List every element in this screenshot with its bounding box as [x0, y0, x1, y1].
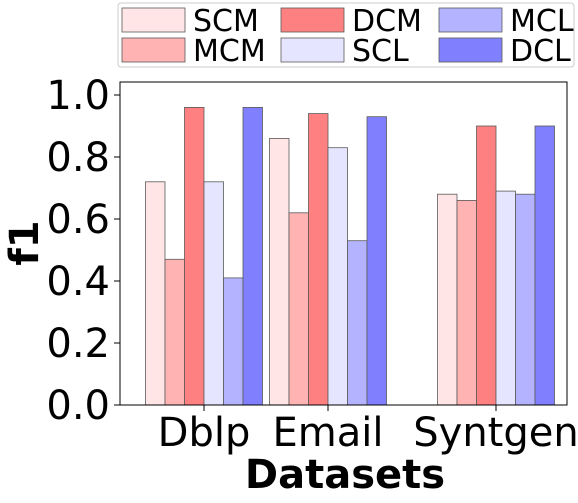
legend-swatch-mcl: [438, 7, 503, 33]
x-axis: Dblp Email Syntgen: [158, 405, 578, 456]
plot-frame: [119, 81, 568, 406]
x-tick-label-syntgen: Syntgen: [413, 410, 578, 456]
y-axis: 0.0 0.2 0.4 0.6 0.8 1.0: [46, 73, 120, 429]
bar-scm-syntgen: [437, 193, 458, 406]
y-tick-label: 0.8: [46, 135, 110, 181]
bar-mcm-dblp: [164, 258, 185, 406]
bars: [145, 107, 555, 406]
legend-label-dcm: DCM: [352, 4, 422, 39]
y-tick-label: 0.2: [46, 321, 110, 367]
legend-frame: [117, 2, 575, 68]
y-tick-label: 0.0: [46, 383, 110, 429]
bar-scl-email: [327, 147, 348, 406]
bar-mcl-email: [347, 240, 368, 406]
bar-dcl-syntgen: [534, 125, 555, 406]
bar-scm-email: [269, 137, 290, 406]
legend-swatch-dcl: [438, 37, 503, 63]
bar-dcl-dblp: [242, 107, 263, 406]
bar-dcm-syntgen: [476, 125, 497, 406]
legend-swatch-dcm: [280, 7, 345, 33]
bar-dcm-dblp: [184, 107, 205, 406]
legend-swatch-scm: [121, 7, 186, 33]
bar-mcl-syntgen: [515, 193, 536, 406]
x-tick-label-email: Email: [273, 410, 384, 456]
bar-scl-dblp: [203, 181, 224, 406]
legend-label-scl: SCL: [352, 34, 409, 69]
bar-mcl-dblp: [223, 277, 244, 406]
bar-scm-dblp: [145, 181, 166, 406]
bar-dcl-email: [366, 116, 387, 406]
legend-label-scm: SCM: [193, 4, 259, 39]
x-axis-title: Datasets: [245, 452, 445, 498]
y-tick-label: 0.4: [46, 259, 110, 305]
y-axis-title: f1: [2, 220, 48, 265]
bar-mcm-syntgen: [456, 199, 477, 406]
legend-label-mcl: MCL: [510, 4, 574, 39]
y-tick-label: 1.0: [46, 73, 110, 119]
legend-label-mcm: MCM: [193, 34, 266, 69]
bar-scl-syntgen: [495, 190, 516, 406]
legend-swatch-mcm: [121, 37, 186, 63]
bar-dcm-email: [308, 113, 329, 406]
y-tick-label: 0.6: [46, 197, 110, 243]
legend-label-dcl: DCL: [510, 34, 571, 69]
x-tick-label-dblp: Dblp: [158, 410, 251, 456]
legend-swatch-scl: [280, 37, 345, 63]
bar-mcm-email: [288, 212, 309, 406]
